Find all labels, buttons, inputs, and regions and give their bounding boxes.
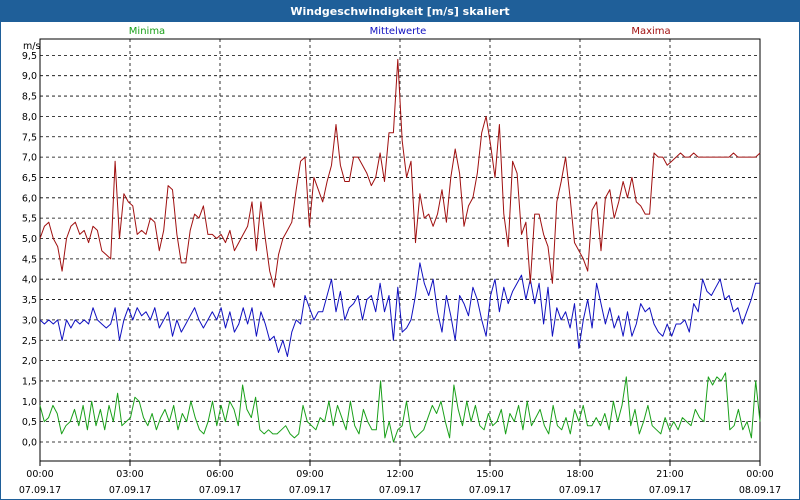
- x-tick-time: 03:00: [116, 469, 143, 480]
- legend-maxima: Maxima: [631, 26, 670, 37]
- x-tick-time: 00:00: [26, 469, 53, 480]
- y-tick-label: 1,5: [22, 376, 37, 387]
- y-tick-label: 7,5: [22, 132, 37, 143]
- series-line-mittelwerte: [39, 262, 760, 357]
- x-tick-date: 07.09.17: [289, 485, 331, 496]
- y-tick-label: 0,5: [22, 417, 37, 428]
- y-tick-label: 9,5: [22, 51, 37, 62]
- x-tick-date: 08.09.17: [739, 485, 781, 496]
- y-tick-label: 6,0: [22, 193, 37, 204]
- y-tick-label: 4,0: [22, 275, 37, 286]
- y-tick-label: 3,5: [22, 295, 37, 306]
- x-tick-time: 15:00: [476, 469, 503, 480]
- x-tick-date: 07.09.17: [19, 485, 61, 496]
- y-tick-label: 5,0: [22, 234, 37, 245]
- x-tick-time: 00:00: [746, 469, 773, 480]
- legend-minima: Minima: [129, 26, 165, 37]
- y-tick-label: 7,0: [22, 153, 37, 164]
- y-tick-label: 5,5: [22, 214, 37, 225]
- y-tick-label: 2,0: [22, 356, 37, 367]
- x-tick-date: 07.09.17: [199, 485, 241, 496]
- x-tick-date: 07.09.17: [109, 485, 151, 496]
- x-tick-time: 21:00: [656, 469, 683, 480]
- x-tick-date: 07.09.17: [469, 485, 511, 496]
- x-tick-time: 09:00: [296, 469, 323, 480]
- x-tick-date: 07.09.17: [649, 485, 691, 496]
- y-tick-label: 1,0: [22, 397, 37, 408]
- x-tick-date: 07.09.17: [379, 485, 421, 496]
- series-line-minima: [39, 372, 761, 443]
- series-line-maxima: [39, 58, 761, 288]
- y-tick-label: 9,0: [22, 71, 37, 82]
- y-axis-unit: m/s: [23, 41, 40, 52]
- legend-mittelwerte: Mittelwerte: [370, 26, 427, 37]
- y-tick-label: 8,5: [22, 92, 37, 103]
- x-tick-time: 12:00: [386, 469, 413, 480]
- x-tick-time: 18:00: [566, 469, 593, 480]
- y-tick-label: 0,0: [22, 438, 37, 449]
- window-title: Windgeschwindigkeit [m/s] skaliert: [1, 1, 799, 22]
- x-tick-time: 06:00: [206, 469, 233, 480]
- x-tick-date: 07.09.17: [559, 485, 601, 496]
- y-tick-label: 3,0: [22, 315, 37, 326]
- y-tick-label: 4,5: [22, 254, 37, 265]
- y-tick-label: 6,5: [22, 173, 37, 184]
- y-tick-label: 2,5: [22, 336, 37, 347]
- y-tick-label: 8,0: [22, 112, 37, 123]
